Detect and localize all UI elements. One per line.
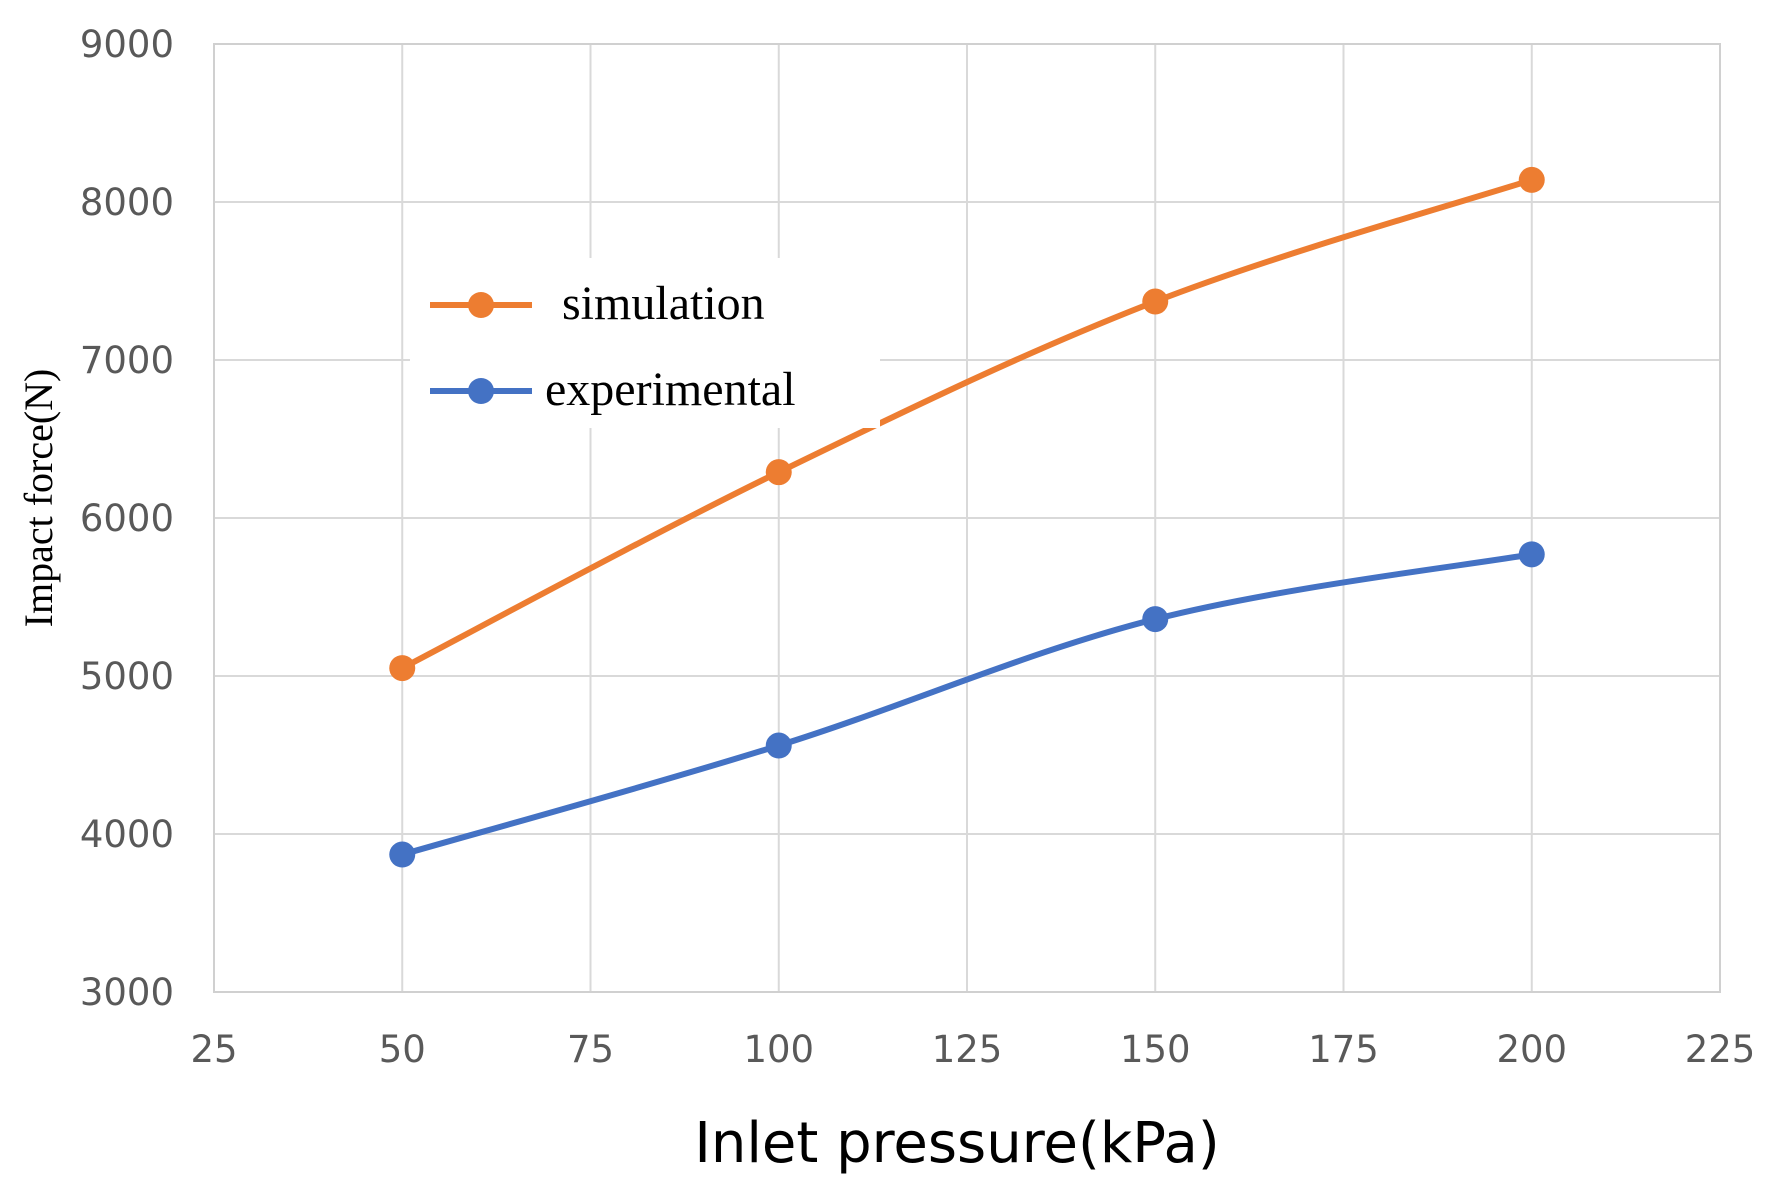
series-simulation	[389, 166, 1545, 682]
x-tick-label: 100	[743, 1028, 814, 1071]
x-tick-label: 125	[932, 1028, 1003, 1071]
legend-label: experimental	[545, 363, 796, 416]
y-tick-label: 9000	[80, 23, 174, 66]
legend-swatch-marker	[468, 378, 494, 404]
y-tick-label: 4000	[80, 813, 174, 856]
x-tick-label: 25	[190, 1028, 237, 1071]
data-point	[1518, 166, 1545, 193]
x-tick-label: 150	[1120, 1028, 1191, 1071]
legend-item: experimental	[430, 363, 796, 416]
tick-labels: 3000 4000 5000 6000 7000 8000 9000 25 50 75 100 125…	[80, 23, 1755, 1071]
data-point	[765, 732, 792, 759]
data-point	[765, 459, 792, 486]
x-axis-title: Inlet pressure(kPa)	[694, 1111, 1219, 1176]
y-tick-label: 7000	[80, 339, 174, 382]
x-tick-label: 50	[379, 1028, 426, 1071]
legend: simulation experimental	[410, 258, 880, 428]
x-tick-label: 175	[1308, 1028, 1379, 1071]
legend-item: simulation	[430, 277, 765, 330]
data-point	[1518, 541, 1545, 568]
x-tick-label: 200	[1496, 1028, 1567, 1071]
y-tick-label: 5000	[80, 655, 174, 698]
series-experimental	[389, 541, 1545, 868]
series-line	[399, 551, 1535, 858]
x-tick-label: 225	[1685, 1028, 1756, 1071]
data-point	[1142, 606, 1169, 633]
y-axis-title: Impact force(N)	[16, 369, 61, 628]
legend-label: simulation	[562, 277, 765, 330]
series-line	[399, 176, 1535, 672]
data-point	[389, 841, 416, 868]
legend-swatch-marker	[468, 292, 494, 318]
plot-frame	[213, 43, 1721, 993]
y-tick-label: 6000	[80, 497, 174, 540]
gridlines	[213, 43, 1721, 993]
data-point	[389, 655, 416, 682]
plot-border	[213, 43, 1721, 993]
series-layer	[389, 166, 1545, 868]
data-point	[1142, 288, 1169, 315]
x-tick-label: 75	[567, 1028, 614, 1071]
y-tick-label: 3000	[80, 971, 174, 1014]
y-tick-label: 8000	[80, 181, 174, 224]
